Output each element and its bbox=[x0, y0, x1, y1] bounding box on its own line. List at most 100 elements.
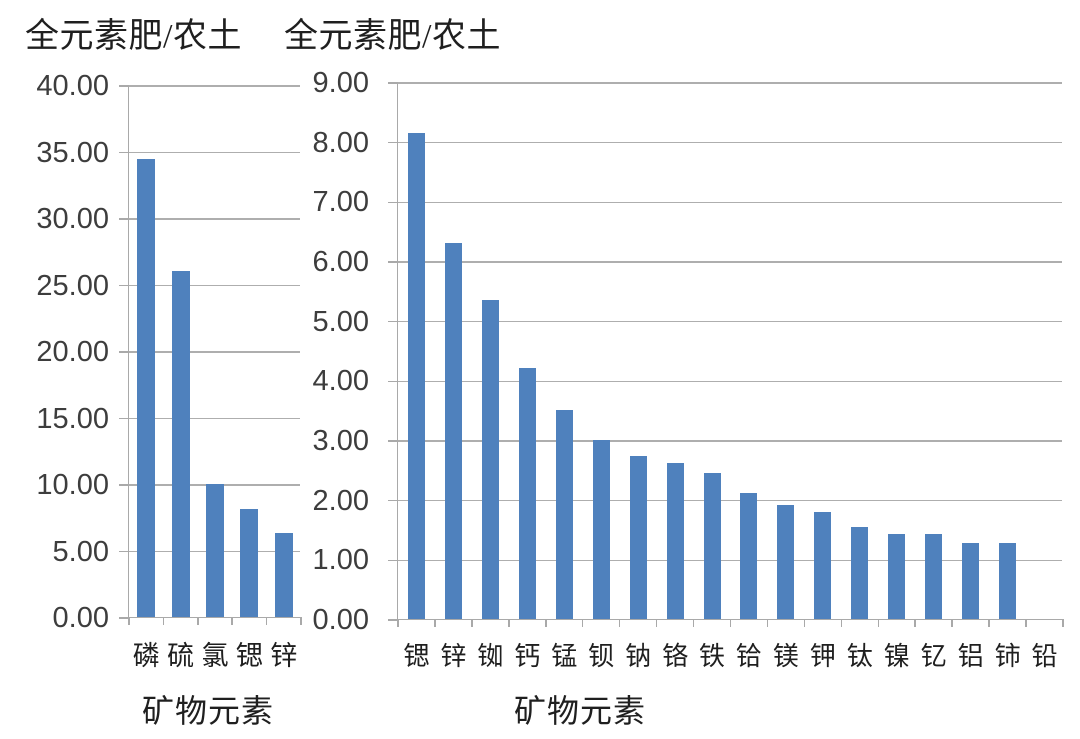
y-tick-label: 4.00 bbox=[312, 365, 369, 398]
gridline bbox=[398, 380, 1062, 383]
y-tick-mark bbox=[388, 559, 398, 562]
y-tick-label: 35.00 bbox=[36, 136, 109, 169]
y-tick-label: 2.00 bbox=[312, 484, 369, 517]
bar bbox=[407, 132, 425, 619]
gridline bbox=[129, 351, 300, 353]
y-tick-mark bbox=[388, 619, 398, 621]
x-category-label: 铝 bbox=[957, 642, 984, 671]
bar bbox=[814, 511, 832, 619]
x-tick-mark bbox=[581, 619, 584, 627]
x-category-label: 锌 bbox=[440, 642, 467, 671]
y-tick-label: 25.00 bbox=[36, 269, 109, 302]
x-category-label: 钾 bbox=[809, 642, 836, 671]
gridline bbox=[398, 440, 1062, 442]
y-tick-mark bbox=[119, 617, 129, 619]
bar bbox=[925, 534, 943, 619]
x-tick-mark bbox=[162, 617, 165, 625]
bar bbox=[962, 542, 980, 619]
gridline bbox=[398, 499, 1062, 502]
y-tick-mark bbox=[119, 417, 129, 420]
x-tick-mark bbox=[618, 619, 621, 627]
x-category-label: 铈 bbox=[994, 642, 1021, 671]
gridline bbox=[398, 201, 1062, 204]
y-tick-label: 20.00 bbox=[36, 336, 109, 368]
y-tick-mark bbox=[388, 380, 398, 383]
bar bbox=[240, 508, 259, 617]
y-tick-mark bbox=[119, 85, 129, 87]
x-category-label: 钛 bbox=[846, 642, 873, 671]
bar bbox=[592, 440, 610, 619]
x-tick-mark bbox=[951, 619, 953, 627]
x-category-label: 铬 bbox=[662, 642, 689, 671]
bar bbox=[444, 243, 462, 619]
x-category-label: 钡 bbox=[588, 642, 615, 671]
y-tick-label: 6.00 bbox=[312, 246, 369, 278]
bar bbox=[206, 484, 224, 617]
bar bbox=[851, 526, 869, 619]
x-category-label: 铅 bbox=[1031, 642, 1058, 671]
y-tick-label: 5.00 bbox=[52, 535, 109, 568]
x-tick-mark bbox=[397, 619, 399, 627]
x-category-label: 铷 bbox=[477, 642, 504, 671]
x-tick-mark bbox=[766, 619, 769, 627]
x-category-label: 钙 bbox=[514, 642, 541, 671]
x-category-label: 锶 bbox=[403, 642, 430, 671]
x-tick-mark bbox=[508, 619, 510, 627]
y-tick-mark bbox=[388, 320, 398, 323]
x-category-label: 氯 bbox=[201, 641, 229, 671]
x-category-label: 铁 bbox=[699, 642, 726, 671]
y-tick-mark bbox=[388, 440, 398, 442]
gridline bbox=[398, 141, 1062, 144]
x-tick-mark bbox=[434, 619, 436, 627]
y-tick-label: 9.00 bbox=[312, 67, 369, 99]
x-axis-title: 矿物元素 bbox=[513, 693, 647, 729]
x-tick-mark bbox=[197, 617, 199, 625]
y-tick-label: 0.00 bbox=[52, 602, 109, 634]
bar bbox=[666, 462, 684, 619]
x-category-label: 锶 bbox=[235, 641, 263, 671]
x-category-label: 锰 bbox=[551, 642, 578, 671]
y-tick-label: 7.00 bbox=[312, 186, 369, 219]
y-tick-mark bbox=[119, 151, 129, 154]
x-category-label: 钠 bbox=[625, 642, 652, 671]
y-tick-label: 30.00 bbox=[36, 203, 109, 235]
x-tick-mark bbox=[128, 617, 130, 625]
x-tick-mark bbox=[471, 619, 473, 627]
y-tick-mark bbox=[388, 499, 398, 502]
gridline bbox=[398, 82, 1062, 84]
bar bbox=[888, 534, 906, 619]
x-axis-title: 矿物元素 bbox=[141, 693, 275, 729]
x-category-label: 磷 bbox=[132, 641, 160, 671]
y-tick-label: 1.00 bbox=[312, 544, 369, 577]
x-tick-mark bbox=[840, 619, 843, 627]
y-tick-mark bbox=[119, 218, 129, 220]
y-tick-label: 40.00 bbox=[36, 70, 109, 102]
bar bbox=[999, 542, 1017, 619]
y-tick-mark bbox=[388, 201, 398, 204]
y-tick-mark bbox=[388, 141, 398, 144]
y-tick-label: 5.00 bbox=[312, 305, 369, 338]
bar bbox=[629, 456, 647, 619]
x-category-label: 镍 bbox=[883, 642, 910, 671]
x-tick-mark bbox=[692, 619, 695, 627]
chart-title: 全元素肥/农土 bbox=[25, 18, 242, 55]
gridline bbox=[398, 320, 1062, 323]
y-tick-mark bbox=[388, 261, 398, 263]
x-tick-mark bbox=[914, 619, 916, 627]
x-category-label: 钇 bbox=[920, 642, 947, 671]
bar bbox=[137, 159, 156, 617]
x-tick-mark bbox=[988, 619, 990, 627]
chart-title: 全元素肥/农土 bbox=[284, 18, 501, 55]
x-tick-mark bbox=[265, 617, 268, 625]
y-tick-mark bbox=[119, 351, 129, 353]
plot-area: 0.00 5.00 10.00 15.00 20.00 25.00 30.00 35.00 40… bbox=[36, 71, 302, 671]
gridline bbox=[398, 559, 1062, 562]
x-tick-mark bbox=[1025, 619, 1027, 627]
gridline bbox=[129, 218, 300, 220]
gridline bbox=[129, 284, 300, 287]
x-tick-mark bbox=[545, 619, 547, 627]
y-tick-label: 0.00 bbox=[312, 604, 369, 636]
y-tick-mark bbox=[388, 82, 398, 84]
y-tick-label: 10.00 bbox=[36, 469, 109, 501]
